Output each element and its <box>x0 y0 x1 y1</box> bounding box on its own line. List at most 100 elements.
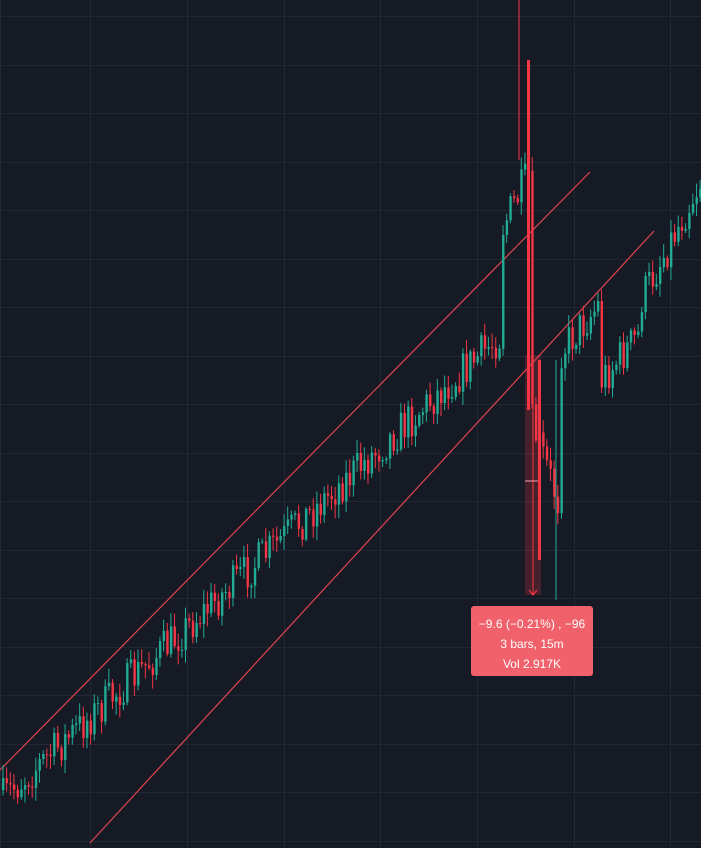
measure-change: −9.6 (−0.21%) , −96 <box>478 617 586 631</box>
channel-lower-line <box>89 230 655 844</box>
candle-body <box>469 351 472 382</box>
candle-body <box>651 271 655 287</box>
candle-body <box>516 198 520 203</box>
candle-body <box>345 472 348 502</box>
candle-body <box>523 163 527 170</box>
candle-body <box>53 732 56 757</box>
candle-body <box>553 468 556 497</box>
candle-body <box>450 396 454 399</box>
candle-body <box>564 353 567 369</box>
candle-body <box>294 513 297 515</box>
candle-body <box>173 626 176 647</box>
candle-body <box>257 542 260 568</box>
candle-body <box>122 702 125 705</box>
candle-body <box>352 460 355 486</box>
candle-body <box>575 345 578 349</box>
candle-body <box>60 747 63 761</box>
candle-body <box>235 565 238 570</box>
candle-body <box>283 525 286 537</box>
candles <box>2 0 701 804</box>
candle-body <box>545 446 549 461</box>
candle-body <box>498 348 501 359</box>
candle-body <box>472 351 476 363</box>
candle-body <box>323 493 326 515</box>
candle-body <box>75 723 78 725</box>
candle-body <box>618 342 622 365</box>
candle-body <box>115 696 118 702</box>
candle-body <box>436 390 439 414</box>
candle-body <box>377 455 381 462</box>
candle-body <box>337 483 341 505</box>
candle-body <box>191 620 195 638</box>
candle-body <box>297 513 301 530</box>
candle-body <box>680 226 684 231</box>
measure-volume: Vol 2.917K <box>502 657 562 671</box>
candle-body <box>180 649 184 651</box>
candle-body <box>158 641 162 659</box>
candle-body <box>648 271 651 277</box>
candle-body <box>129 659 133 664</box>
candle-body <box>49 754 52 757</box>
candle-body <box>509 196 512 221</box>
candle-body <box>567 327 571 354</box>
candle-body <box>662 257 666 267</box>
candle-body <box>505 220 509 235</box>
candle-body <box>301 529 304 540</box>
candle-body <box>571 327 574 349</box>
candle-body <box>615 364 618 371</box>
candle-body <box>465 353 468 382</box>
candle-body <box>155 658 158 675</box>
candle-body <box>290 514 293 520</box>
candle-body <box>210 592 213 614</box>
candle-body <box>363 459 366 471</box>
candle-body <box>96 703 100 705</box>
candle-body <box>107 682 111 687</box>
candle-body <box>659 266 662 284</box>
candle-body <box>695 197 698 204</box>
measure-arrow-icon <box>528 589 538 596</box>
candle-body <box>607 365 611 389</box>
candle-body <box>93 703 96 735</box>
candle-body <box>626 342 629 368</box>
candle-body <box>370 452 374 474</box>
candle-body <box>2 778 5 790</box>
candle-body <box>388 434 392 459</box>
candle-body <box>202 603 206 624</box>
candle-body <box>89 720 92 735</box>
candle-body <box>275 536 279 541</box>
candle-body <box>476 356 479 363</box>
candle-body <box>367 459 370 474</box>
candle-body <box>308 508 311 510</box>
candle-body <box>691 203 695 213</box>
candle-body <box>217 601 220 616</box>
candle-body <box>593 311 596 317</box>
candle-body <box>104 686 107 722</box>
candle-body <box>604 365 607 388</box>
candle-body <box>312 509 315 527</box>
candle-body <box>184 618 187 650</box>
candle-body <box>272 535 275 537</box>
candle-body <box>319 503 322 515</box>
candle-body <box>85 720 89 738</box>
candle-body <box>611 370 614 389</box>
candle-body <box>356 453 359 461</box>
candle-body <box>399 412 403 450</box>
candle-body <box>461 353 465 392</box>
candle-body <box>359 453 363 471</box>
channel-lines[interactable] <box>0 171 655 844</box>
candle-body <box>513 196 516 199</box>
candle-body <box>213 592 217 602</box>
candle-body <box>527 60 530 410</box>
candle-body <box>407 406 410 438</box>
candle-body <box>374 452 377 456</box>
measure-tooltip: −9.6 (−0.21%) , −96 3 bars, 15m Vol 2.91… <box>471 606 593 676</box>
candle-body <box>483 335 487 349</box>
candle-body <box>144 664 147 666</box>
candle-body <box>443 387 447 403</box>
candle-body <box>166 630 169 654</box>
candle-body <box>20 789 23 798</box>
candle-body <box>279 536 282 541</box>
candle-body <box>206 603 209 614</box>
